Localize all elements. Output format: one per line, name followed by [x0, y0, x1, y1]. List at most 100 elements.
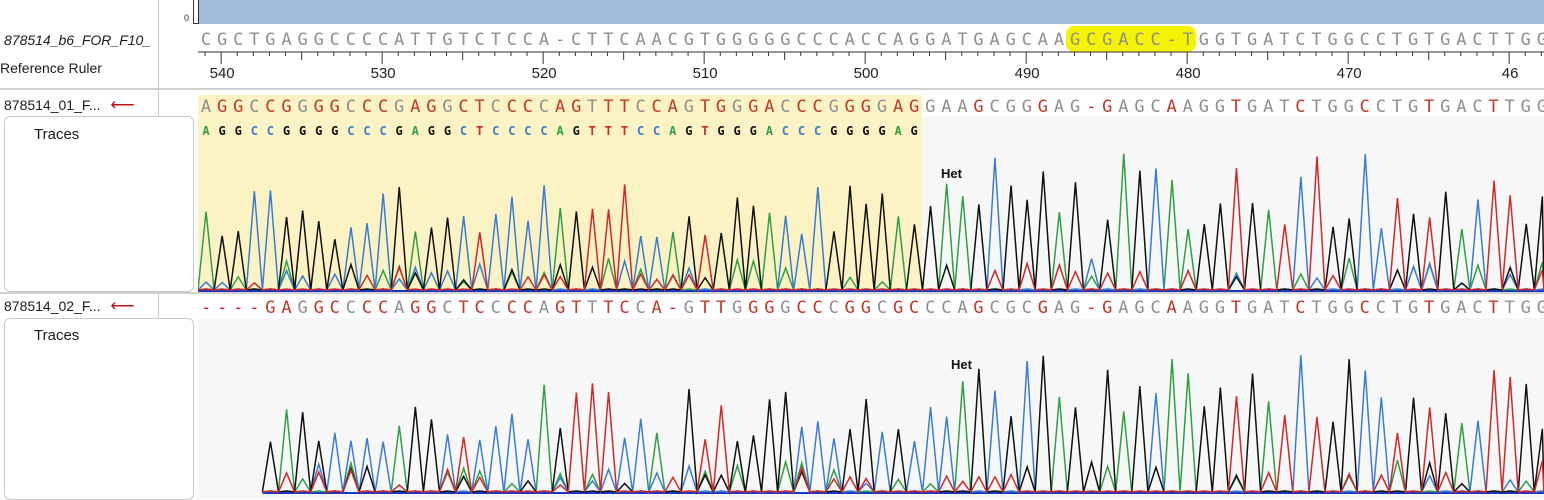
base: C	[1134, 30, 1145, 50]
base: G	[1069, 298, 1081, 318]
base: C	[540, 124, 548, 138]
base: C	[1086, 30, 1097, 50]
base: C	[459, 124, 468, 138]
base: G	[732, 97, 743, 117]
base: G	[395, 124, 403, 138]
track-1-name[interactable]: 878514_01_F... ⟵	[4, 96, 135, 113]
base: G	[1343, 97, 1354, 117]
base: G	[1021, 97, 1032, 117]
base: G	[1037, 298, 1049, 318]
base: A	[892, 30, 904, 50]
trace-G-channel	[261, 355, 1544, 495]
base: C	[1472, 30, 1483, 50]
base: A	[941, 97, 952, 117]
base: A	[394, 30, 405, 50]
base: A	[1182, 298, 1193, 318]
base: G	[683, 97, 694, 117]
base: G	[1536, 298, 1544, 318]
trace-T-channel	[262, 370, 1544, 495]
base: G	[234, 124, 242, 138]
base: A	[764, 97, 775, 117]
base: C	[1375, 30, 1387, 50]
track-1-trimmed-region	[198, 95, 922, 292]
base: C	[1150, 30, 1161, 50]
ruler-tick-label: 530	[370, 65, 396, 82]
base: G	[1440, 30, 1451, 50]
base: T	[1279, 97, 1290, 117]
base: G	[572, 124, 580, 138]
base: T	[587, 97, 598, 117]
base: C	[345, 97, 357, 117]
base: T	[603, 298, 614, 318]
base: T	[1504, 30, 1515, 50]
base: C	[828, 30, 839, 50]
base: C	[989, 97, 1000, 117]
base: T	[1424, 30, 1435, 50]
base: T	[588, 124, 596, 138]
ruler-tick-label: 46	[1501, 65, 1519, 82]
base: G	[1198, 30, 1209, 50]
base: G	[1198, 298, 1209, 318]
base: G	[973, 298, 984, 318]
base: -	[1086, 97, 1097, 117]
base: C	[200, 30, 212, 50]
base: C	[249, 97, 260, 117]
base: C	[1472, 298, 1483, 318]
base: G	[715, 30, 727, 50]
base: C	[619, 30, 630, 50]
base: T	[1424, 298, 1435, 318]
base: -	[667, 298, 678, 318]
track-2-chromatogram	[261, 355, 1544, 495]
base: G	[1247, 30, 1258, 50]
base: C	[250, 124, 258, 138]
reverse-arrow-icon: ⟵	[110, 296, 135, 315]
base: G	[862, 124, 870, 138]
base: C	[361, 97, 373, 117]
base: G	[554, 298, 566, 318]
base: C	[538, 97, 550, 117]
base: C	[329, 298, 340, 318]
base: A	[1118, 30, 1129, 50]
base: T	[1230, 30, 1242, 50]
base: G	[282, 124, 291, 138]
base: G	[909, 30, 920, 50]
base: T	[957, 30, 968, 50]
base: G	[298, 124, 307, 138]
base: T	[620, 124, 629, 138]
base: T	[1279, 298, 1290, 318]
base: G	[1069, 30, 1081, 50]
base: G	[732, 30, 743, 50]
track-2-trace-bg	[198, 318, 1544, 499]
base: C	[490, 97, 501, 117]
base: C	[474, 30, 485, 50]
base: G	[1536, 30, 1544, 50]
base: G	[265, 298, 276, 318]
base: T	[699, 30, 711, 50]
base: G	[846, 124, 854, 138]
base: C	[813, 124, 822, 138]
base: T	[1182, 30, 1193, 50]
base: G	[297, 97, 308, 117]
base: G	[715, 97, 727, 117]
base: C	[636, 124, 645, 138]
base: G	[973, 30, 984, 50]
base: C	[1021, 30, 1032, 50]
base: G	[683, 298, 694, 318]
track-2-name[interactable]: 878514_02_F... ⟵	[4, 297, 135, 314]
base: C	[361, 30, 373, 50]
base: C	[828, 298, 839, 318]
base: G	[878, 124, 886, 138]
base: T	[1488, 30, 1499, 50]
consensus-label[interactable]: 878514_b6_FOR_F10_	[4, 32, 152, 48]
base: C	[1375, 97, 1387, 117]
base: G	[925, 97, 936, 117]
base: A	[1037, 30, 1049, 50]
base: C	[796, 298, 807, 318]
base: G	[394, 97, 405, 117]
ruler-tick-label: 500	[853, 65, 879, 82]
base: -	[217, 298, 228, 318]
base: C	[1295, 30, 1306, 50]
